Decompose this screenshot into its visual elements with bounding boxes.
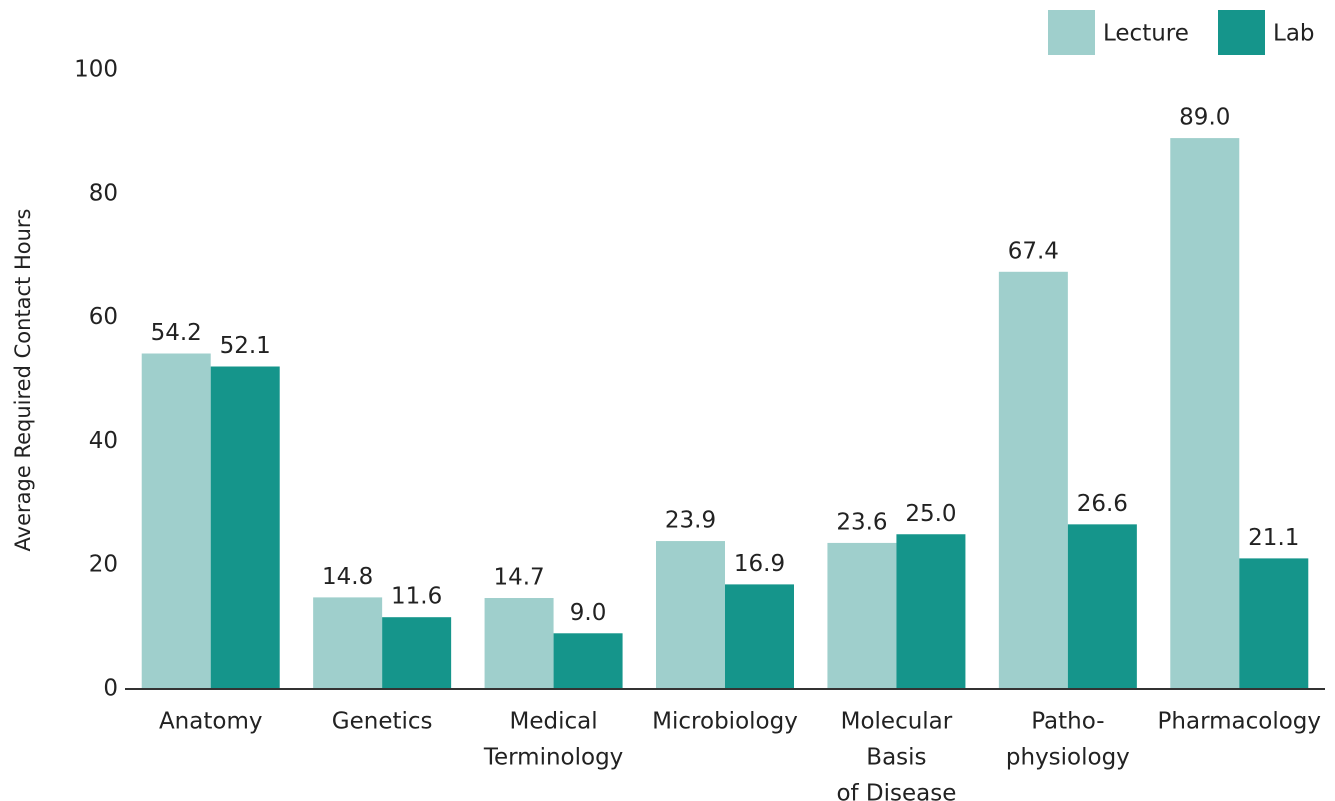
legend-swatch bbox=[1218, 10, 1265, 55]
bar bbox=[896, 534, 966, 689]
bar bbox=[827, 542, 897, 689]
bar bbox=[553, 633, 623, 689]
x-tick-label: Molecular bbox=[841, 709, 953, 735]
value-label: 23.6 bbox=[836, 509, 887, 535]
value-label: 16.9 bbox=[734, 551, 785, 577]
y-tick-label: 20 bbox=[89, 552, 118, 578]
x-tick-label: Medical bbox=[510, 709, 598, 735]
y-axis-title: Average Required Contact Hours bbox=[11, 209, 35, 552]
y-tick-label: 0 bbox=[103, 676, 118, 702]
y-tick-label: 60 bbox=[89, 304, 118, 330]
value-label: 52.1 bbox=[220, 333, 271, 359]
legend-label: Lab bbox=[1273, 21, 1315, 47]
bar bbox=[1067, 524, 1137, 689]
value-label: 89.0 bbox=[1179, 105, 1230, 131]
bar bbox=[484, 598, 554, 689]
value-label: 14.7 bbox=[493, 565, 544, 591]
x-tick-label: Genetics bbox=[332, 709, 433, 735]
x-tick-label: Basis bbox=[866, 745, 926, 771]
bar bbox=[725, 584, 794, 689]
value-label: 25.0 bbox=[905, 501, 956, 527]
bar bbox=[382, 617, 452, 689]
value-label: 67.4 bbox=[1008, 238, 1059, 264]
x-tick-label: Anatomy bbox=[159, 709, 263, 735]
value-label: 26.6 bbox=[1077, 491, 1128, 517]
bar bbox=[1170, 138, 1240, 690]
x-tick-label: Patho- bbox=[1031, 709, 1104, 735]
value-label: 11.6 bbox=[391, 584, 442, 610]
value-label: 21.1 bbox=[1248, 525, 1299, 551]
x-tick-label: Microbiology bbox=[652, 709, 798, 735]
y-tick-label: 100 bbox=[74, 57, 118, 83]
value-label: 54.2 bbox=[151, 320, 202, 346]
bar bbox=[141, 353, 211, 689]
x-tick-label: Pharmacology bbox=[1158, 709, 1321, 735]
bar bbox=[1239, 558, 1309, 689]
x-tick-label: of Disease bbox=[836, 781, 956, 801]
y-tick-label: 40 bbox=[89, 428, 118, 454]
x-tick-label: physiology bbox=[1006, 745, 1130, 771]
bar bbox=[998, 271, 1068, 689]
bar bbox=[656, 541, 725, 689]
legend-swatch bbox=[1048, 10, 1095, 55]
value-label: 9.0 bbox=[570, 600, 607, 626]
value-label: 14.8 bbox=[322, 564, 373, 590]
value-label: 23.9 bbox=[665, 508, 716, 534]
y-tick-label: 80 bbox=[89, 180, 118, 206]
x-tick-label: Terminology bbox=[483, 745, 623, 771]
legend-label: Lecture bbox=[1103, 21, 1189, 47]
bar bbox=[313, 597, 383, 689]
bar bbox=[210, 366, 280, 689]
